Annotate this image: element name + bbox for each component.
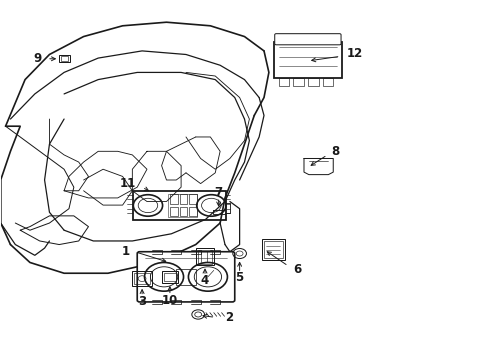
Bar	[168, 194, 196, 217]
Text: 11: 11	[120, 177, 136, 190]
Text: 10: 10	[162, 294, 178, 307]
Bar	[197, 249, 212, 264]
Bar	[261, 239, 285, 260]
Bar	[278, 78, 289, 86]
Text: 2: 2	[224, 311, 233, 324]
Bar	[307, 78, 318, 86]
Bar	[59, 55, 70, 62]
Bar	[195, 248, 214, 265]
Bar	[134, 273, 150, 284]
Text: 1: 1	[122, 245, 130, 258]
Text: 4: 4	[201, 274, 209, 287]
Bar	[176, 269, 195, 285]
Bar	[161, 271, 178, 283]
Bar	[179, 194, 187, 204]
Bar	[169, 194, 177, 204]
Bar	[61, 56, 68, 61]
Text: 5: 5	[235, 271, 243, 284]
Text: 9: 9	[33, 52, 41, 65]
Bar	[293, 78, 304, 86]
FancyBboxPatch shape	[137, 252, 234, 302]
Bar	[273, 42, 341, 78]
Bar	[189, 194, 197, 204]
Bar	[133, 191, 225, 220]
Text: 8: 8	[330, 145, 339, 158]
Text: 3: 3	[138, 295, 146, 308]
Bar	[132, 271, 152, 286]
Bar	[163, 273, 176, 282]
Bar	[169, 207, 177, 216]
Text: 7: 7	[214, 186, 222, 199]
Bar	[179, 207, 187, 216]
Text: 12: 12	[346, 47, 363, 60]
Bar	[189, 207, 197, 216]
Bar	[322, 78, 332, 86]
FancyBboxPatch shape	[274, 34, 340, 45]
Bar	[264, 241, 282, 258]
Text: 6: 6	[293, 263, 301, 276]
